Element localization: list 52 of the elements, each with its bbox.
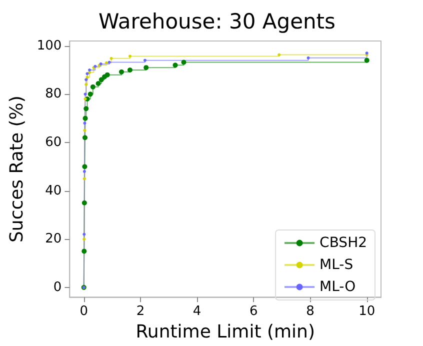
point (144, 65, 149, 70)
point (82, 248, 87, 254)
point (82, 135, 88, 140)
chart-title: Warehouse: 30 Agents (98, 10, 336, 34)
x-tick-label: 0 (80, 304, 88, 320)
point (105, 61, 108, 64)
point (306, 56, 310, 60)
x-tick-label: 10 (358, 304, 376, 320)
point (82, 170, 86, 173)
y-axis-title: Succes Rate (%) (6, 96, 28, 243)
point (86, 72, 89, 76)
point (84, 78, 88, 82)
point (98, 77, 104, 82)
legend-label: ML-O (320, 279, 356, 295)
point (127, 67, 132, 72)
point (82, 164, 88, 170)
point (88, 92, 93, 97)
point (364, 58, 370, 63)
point (82, 177, 86, 180)
legend-label: CBSH2 (320, 235, 368, 251)
point (82, 116, 88, 121)
point (119, 69, 124, 74)
x-tick-label: 8 (306, 304, 314, 320)
y-tick-label: 60 (45, 134, 62, 150)
x-tick-label: 6 (250, 304, 258, 320)
x-tick-label: 2 (136, 304, 145, 320)
point (83, 122, 86, 125)
point (86, 76, 89, 79)
point (83, 128, 86, 132)
point (84, 82, 88, 86)
y-tick-label: 0 (53, 280, 62, 295)
point (82, 238, 86, 241)
point (90, 84, 96, 90)
point (84, 97, 87, 100)
x-tick-label: 4 (192, 304, 202, 320)
point (104, 72, 110, 78)
point (172, 62, 178, 68)
point (96, 81, 101, 86)
legend-label: ML-S (320, 257, 354, 273)
y-tick-label: 40 (45, 183, 62, 198)
point (110, 56, 113, 60)
point (88, 68, 92, 72)
point (143, 58, 146, 62)
y-tick-label: 20 (45, 232, 62, 247)
point (84, 106, 89, 112)
point (82, 200, 87, 206)
y-tick-label: 80 (45, 86, 62, 102)
x-axis-title: Runtime Limit (min) (136, 322, 315, 342)
point (128, 54, 132, 58)
point (181, 60, 186, 65)
y-tick-label: 100 (36, 38, 62, 54)
point (278, 53, 281, 56)
